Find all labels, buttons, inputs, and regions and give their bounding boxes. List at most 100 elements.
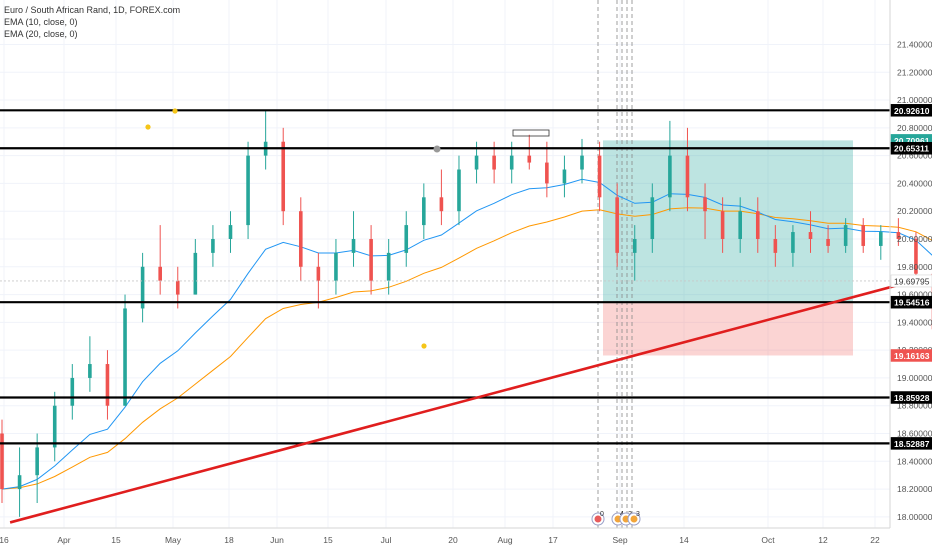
time-tick-label: 15 — [111, 535, 121, 545]
candle-body — [879, 232, 883, 246]
price-label: 20.92610 — [891, 104, 932, 116]
price-label: 20.65311 — [891, 142, 932, 154]
candle-body — [738, 211, 742, 239]
candle-body — [791, 232, 795, 253]
price-label-text: 19.16163 — [894, 351, 930, 361]
candle-body — [756, 211, 760, 239]
candle-body — [387, 253, 391, 281]
price-tick-label: 18.60000 — [897, 429, 932, 439]
price-tick-label: 18.20000 — [897, 484, 932, 494]
candle-body — [422, 197, 426, 225]
time-tick-label: 22 — [870, 535, 880, 545]
candle-body — [71, 378, 75, 406]
candle-body — [281, 142, 285, 211]
candle-body — [334, 253, 338, 281]
price-tick-label: 19.40000 — [897, 317, 932, 327]
time-tick-label: Jun — [270, 535, 284, 545]
price-label: 19.16163 — [891, 349, 932, 361]
ema-20-legend[interactable]: EMA (20, close, 0) — [4, 28, 180, 40]
price-tick-label: 19.00000 — [897, 373, 932, 383]
candle-body — [598, 156, 602, 198]
candle-body — [369, 239, 373, 281]
candle-body — [844, 225, 848, 246]
price-label: 18.52887 — [891, 437, 932, 449]
price-label-text: 18.52887 — [894, 439, 930, 449]
price-tick-label: 20.00000 — [897, 234, 932, 244]
candle-body — [317, 267, 321, 281]
price-label-text: 20.65311 — [894, 144, 929, 154]
candle-body — [0, 434, 4, 490]
stop-zone — [603, 302, 853, 355]
candle-body — [440, 197, 444, 211]
price-tick-label: 19.80000 — [897, 262, 932, 272]
price-tick-label: 21.00000 — [897, 95, 932, 105]
price-label: 18.85928 — [891, 391, 932, 403]
time-tick-label: 14 — [679, 535, 689, 545]
candle-body — [510, 156, 514, 170]
time-tick-label: Jul — [381, 535, 392, 545]
candle-body — [194, 253, 198, 295]
time-tick-label: Oct — [761, 535, 775, 545]
candle-body — [35, 447, 39, 475]
candle-body — [88, 364, 92, 378]
price-tick-label: 18.00000 — [897, 512, 932, 522]
candle-body — [809, 232, 813, 239]
candle-body — [580, 156, 584, 170]
event-badge-count: 0 — [600, 511, 604, 518]
symbol-title[interactable]: Euro / South African Rand, 1D, FOREX.com — [4, 4, 180, 16]
candle-body — [106, 364, 110, 406]
candle-body — [246, 156, 250, 225]
price-label-text: 19.69795 — [894, 276, 930, 286]
time-tick-label: 16 — [0, 535, 9, 545]
chart-legend: Euro / South African Rand, 1D, FOREX.com… — [4, 4, 180, 40]
price-tick-label: 21.40000 — [897, 39, 932, 49]
signal-dot — [145, 124, 150, 129]
candle-body — [211, 239, 215, 253]
time-tick-label: 20 — [448, 535, 458, 545]
candle-body — [861, 225, 865, 246]
candle-body — [563, 170, 567, 184]
time-tick-label: 17 — [548, 535, 558, 545]
price-label-text: 18.85928 — [894, 393, 930, 403]
candle-body — [774, 239, 778, 253]
time-tick-label: Aug — [497, 535, 512, 545]
candle-body — [123, 308, 127, 405]
signal-dot — [172, 108, 177, 113]
candle-body — [545, 163, 549, 184]
candle-body — [686, 156, 690, 198]
candle-body — [457, 170, 461, 212]
time-tick-label: 12 — [818, 535, 828, 545]
alert-icon — [434, 146, 441, 153]
price-label-text: 20.92610 — [894, 106, 930, 116]
candle-body — [53, 406, 57, 448]
price-tick-label: 20.20000 — [897, 206, 932, 216]
price-tick-label: 18.40000 — [897, 456, 932, 466]
candle-body — [826, 239, 830, 246]
candle-body — [633, 239, 637, 253]
time-tick-label: Sep — [612, 535, 627, 545]
candle-body — [158, 267, 162, 281]
price-label-text: 19.54516 — [894, 298, 930, 308]
price-label: 19.54516 — [891, 296, 932, 308]
candle-body — [229, 225, 233, 239]
event-badge-count: 3 — [636, 511, 640, 518]
candle-body — [299, 211, 303, 267]
signal-dot — [421, 343, 426, 348]
position-zones — [603, 140, 853, 355]
candle-body — [176, 281, 180, 295]
ema-10-legend[interactable]: EMA (10, close, 0) — [4, 16, 180, 28]
candle-body — [404, 225, 408, 253]
price-tick-label: 20.80000 — [897, 123, 932, 133]
candle-body — [651, 197, 655, 239]
time-tick-label: Apr — [57, 535, 70, 545]
candle-body — [668, 156, 672, 198]
candle-body — [527, 156, 531, 163]
candle-body — [475, 156, 479, 170]
candle-body — [18, 475, 22, 489]
time-tick-label: 15 — [323, 535, 333, 545]
time-tick-label: 18 — [224, 535, 234, 545]
price-tick-label: 21.20000 — [897, 67, 932, 77]
candle-body — [352, 239, 356, 253]
